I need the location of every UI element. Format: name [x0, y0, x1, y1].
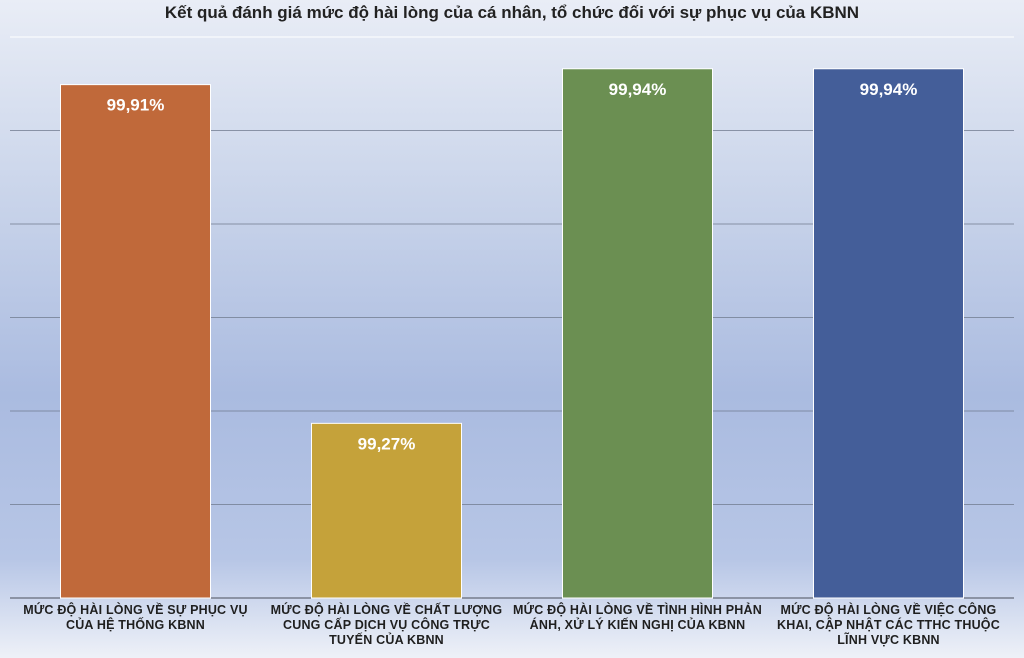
category-label-2: MỨC ĐỘ HÀI LÒNG VỀ CHẤT LƯỢNG CUNG CẤP D… [270, 603, 503, 647]
category-label-3: MỨC ĐỘ HÀI LÒNG VỀ TÌNH HÌNH PHẢN ÁNH, X… [513, 603, 762, 632]
data-label-3: 99,94% [609, 80, 667, 99]
data-label-1: 99,91% [107, 96, 165, 115]
data-label-2: 99,27% [358, 434, 416, 453]
bar-4 [813, 68, 964, 599]
bar-3 [562, 68, 713, 599]
bar-1 [60, 84, 211, 599]
chart-title: Kết quả đánh giá mức độ hài lòng của cá … [164, 3, 860, 22]
category-label-4: MỨC ĐỘ HÀI LÒNG VỀ VIỆC CÔNG KHAI, CẬP N… [777, 603, 1000, 647]
bar-2 [311, 422, 462, 599]
category-label-1: MỨC ĐỘ HÀI LÒNG VỀ SỰ PHỤC VỤ CỦA HỆ THỐ… [23, 603, 248, 632]
data-label-4: 99,94% [860, 80, 918, 99]
